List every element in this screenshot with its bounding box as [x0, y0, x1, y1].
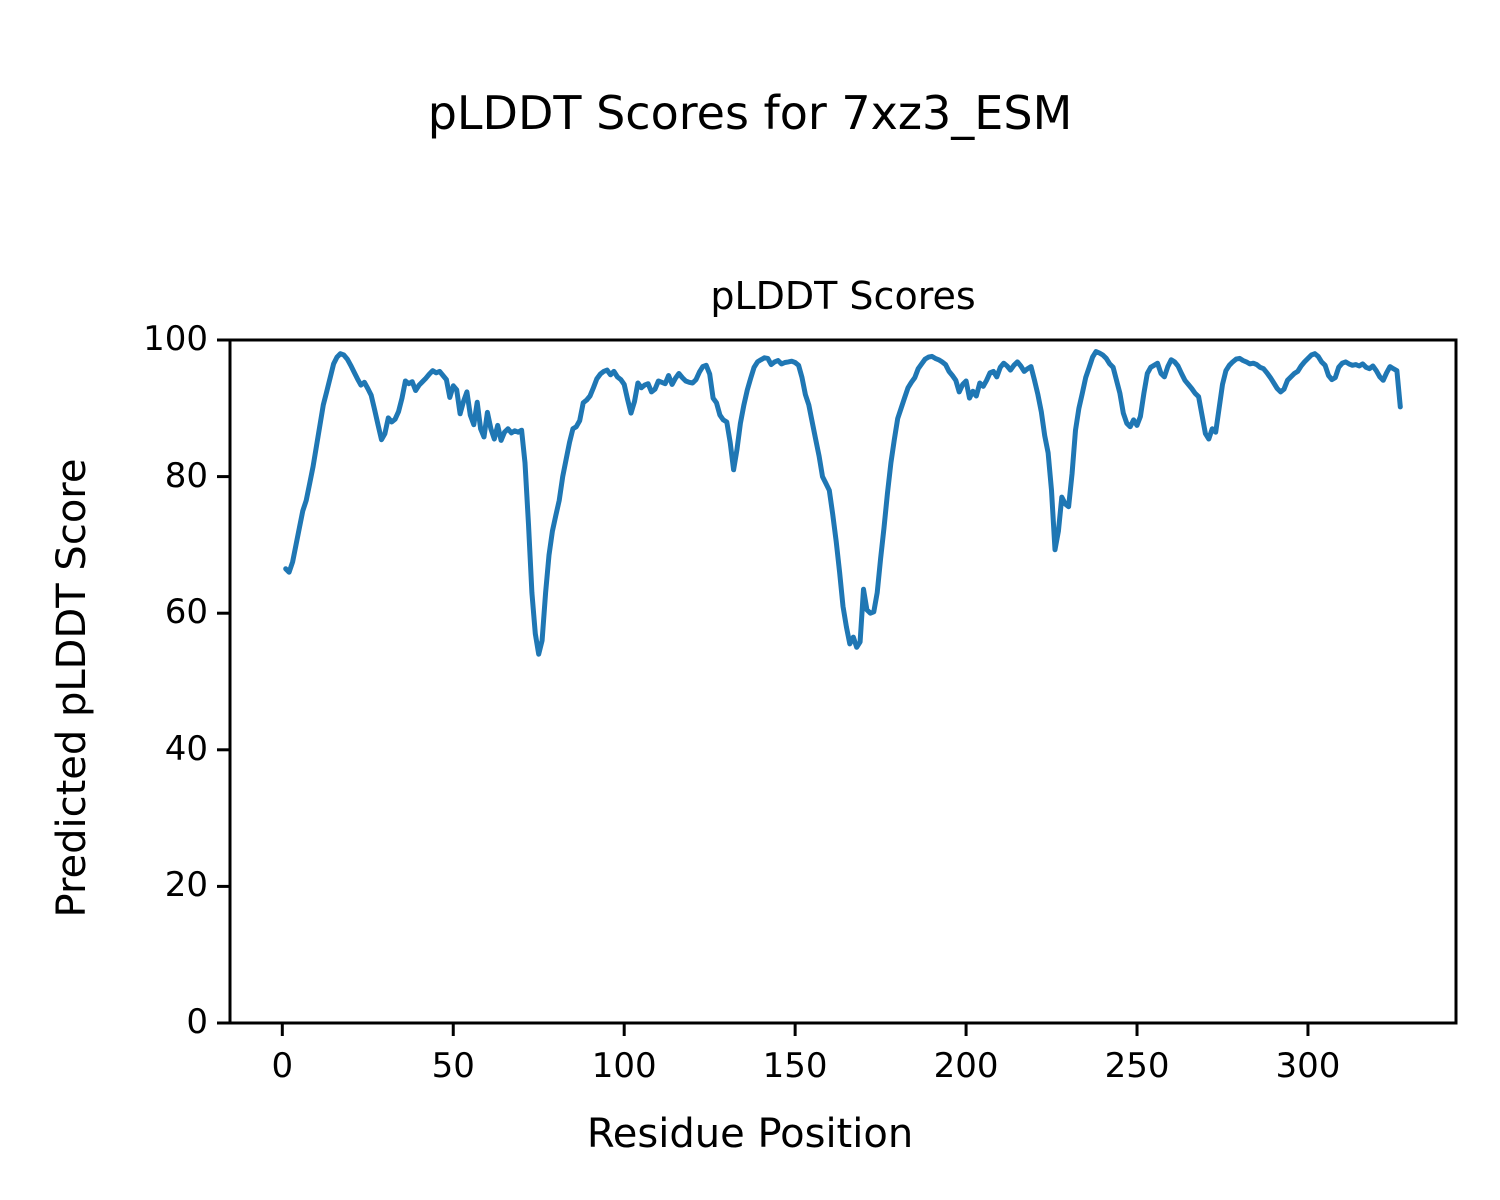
x-tick-label: 200 [933, 1046, 999, 1086]
plddt-line [283, 349, 1403, 657]
y-tick-label: 0 [186, 1002, 208, 1042]
axes-title: pLDDT Scores [710, 274, 976, 318]
x-tick-label: 250 [1104, 1046, 1170, 1086]
axes-frame [228, 338, 1458, 1025]
x-tick-label: 150 [762, 1046, 828, 1086]
figure-title: pLDDT Scores for 7xz3_ESM [427, 86, 1073, 140]
y-tick-label: 40 [164, 728, 208, 769]
y-tick-label: 60 [164, 592, 208, 633]
y-tick-label: 100 [143, 319, 208, 359]
x-axis-label: Residue Position [586, 1111, 914, 1157]
y-tick-label: 20 [164, 865, 208, 906]
y-tick-label: 80 [164, 455, 208, 496]
x-tick-label: 300 [1275, 1046, 1341, 1086]
x-tick-label: 0 [271, 1046, 294, 1086]
x-tick-label: 50 [431, 1046, 475, 1086]
x-tick-label: 100 [591, 1046, 657, 1086]
y-axis-label: Predicted pLDDT Score [49, 458, 95, 918]
